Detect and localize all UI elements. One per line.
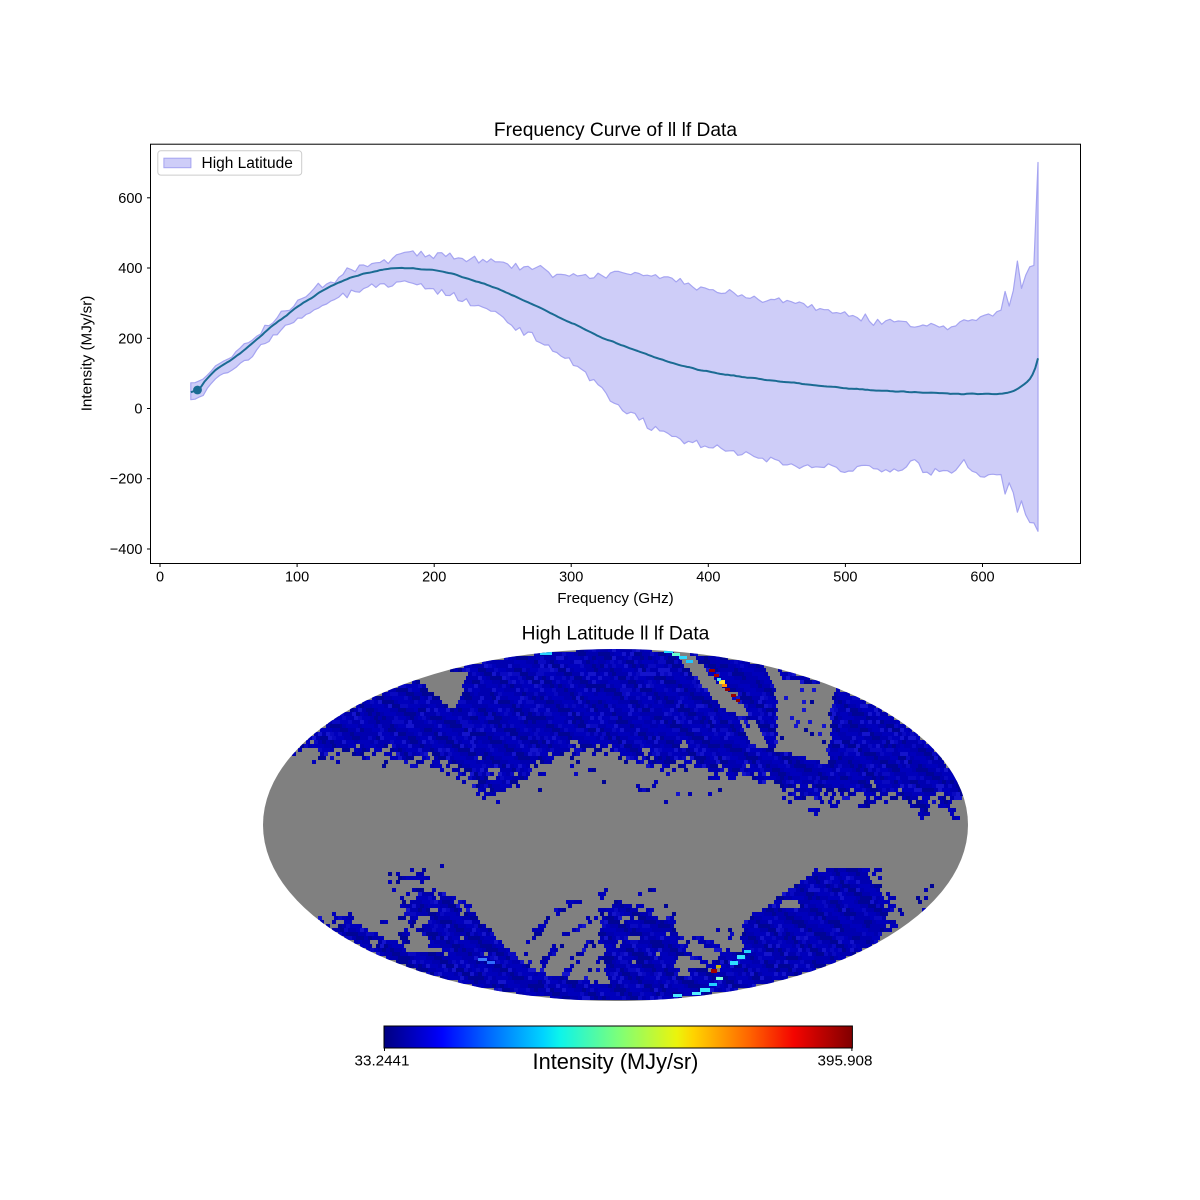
svg-text:200: 200 [118, 331, 142, 347]
svg-text:0: 0 [156, 570, 164, 586]
svg-text:33.2441: 33.2441 [355, 1053, 410, 1070]
svg-text:Intensity (MJy/sr): Intensity (MJy/sr) [533, 1049, 699, 1074]
svg-text:395.908: 395.908 [818, 1053, 873, 1070]
svg-text:600: 600 [970, 570, 994, 586]
svg-text:100: 100 [285, 570, 309, 586]
svg-text:500: 500 [833, 570, 857, 586]
svg-text:0: 0 [134, 402, 142, 418]
svg-text:Frequency Curve of ll lf Data: Frequency Curve of ll lf Data [494, 120, 737, 141]
svg-text:High Latitude ll lf Data: High Latitude ll lf Data [522, 624, 710, 645]
svg-text:400: 400 [696, 570, 720, 586]
svg-text:High Latitude: High Latitude [202, 155, 293, 172]
svg-text:−400: −400 [110, 542, 143, 558]
svg-text:Intensity (MJy/sr): Intensity (MJy/sr) [79, 296, 96, 412]
svg-text:600: 600 [118, 191, 142, 207]
svg-text:−200: −200 [110, 472, 143, 488]
svg-text:Frequency (GHz): Frequency (GHz) [557, 590, 673, 607]
svg-text:200: 200 [422, 570, 446, 586]
svg-text:400: 400 [118, 261, 142, 277]
svg-text:300: 300 [559, 570, 583, 586]
